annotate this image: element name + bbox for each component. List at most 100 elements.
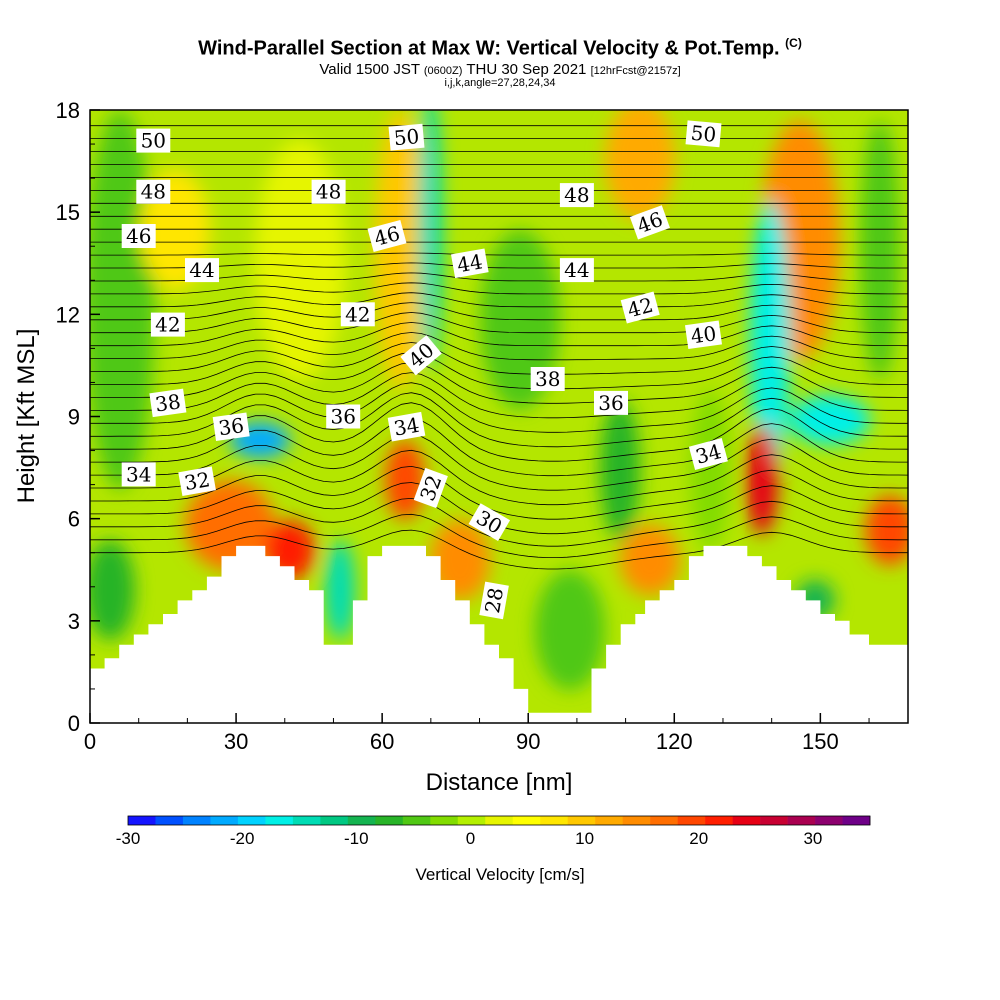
theta-contour-line [90,272,908,282]
theta-contours [90,125,908,570]
contour-label-text: 44 [455,249,484,277]
theta-contour-line [90,342,908,375]
theta-contour-line [90,449,908,506]
theta-contour-line [90,465,908,520]
contour-label: 38 [530,367,565,391]
contour-label: 44 [450,248,489,279]
chart-subtitle: Valid 1500 JST (0600Z) THU 30 Sep 2021 [… [319,61,681,78]
theta-contour-line [90,302,908,321]
colorbar-swatch [402,816,431,825]
colorbar-swatch [567,816,596,825]
colorbar-tick-label: 10 [575,829,594,848]
colorbar-swatch [265,816,294,825]
colorbar-swatch [375,816,404,825]
x-tick-label: 30 [224,729,248,754]
y-tick-label: 0 [68,711,80,736]
colorbar-swatch [595,816,623,825]
contour-label: 36 [212,412,250,441]
theta-contour-line [90,282,908,295]
terrain [90,545,908,723]
colorbar-tick-label: -20 [230,829,255,848]
contour-label: 34 [688,438,728,470]
x-axis-ticks: 0 30 60 90 120 150 [84,713,870,754]
y-tick-label: 3 [68,609,80,634]
chart-params: i,j,k,angle=27,28,24,34 [444,77,556,89]
contour-label-text: 50 [141,129,166,153]
contour-label-text: 48 [141,180,166,204]
y-tick-label: 9 [68,405,80,430]
colorbar-tick-label: -30 [116,829,141,848]
contour-label-text: 28 [480,586,508,615]
contour-label-text: 48 [564,183,589,207]
contour-label: 46 [121,224,156,248]
contour-label-text: 38 [535,367,560,391]
contour-label: 46 [367,220,407,252]
contour-label-text: 50 [393,124,420,150]
contour-label: 36 [326,404,361,429]
colorbar-swatch [485,816,514,825]
x-tick-label: 60 [370,729,394,754]
colorbar-swatch [705,816,733,825]
colorbar-swatch [540,816,568,825]
contour-label: 36 [594,390,628,415]
colorbar-swatch [347,816,376,825]
colorbar-swatch [512,816,541,825]
colorbar-swatch [237,816,266,825]
colorbar-label: Vertical Velocity [cm/s] [415,865,584,884]
colorbar-swatch [732,816,761,825]
colorbar-swatch [622,816,651,825]
y-tick-label: 6 [68,507,80,532]
y-tick-label: 18 [56,98,80,123]
contour-label-text: 36 [217,413,246,440]
theta-contour-line [90,332,908,361]
contour-label: 48 [559,183,594,208]
contour-label: 48 [136,179,171,204]
contour-label-text: 34 [392,413,421,441]
x-tick-label: 150 [802,729,839,754]
x-tick-label: 120 [656,729,693,754]
y-axis-ticks: 0 3 6 9 12 15 18 [56,98,100,736]
contour-label: 48 [311,179,346,204]
theta-contour-line [90,372,908,419]
contour-label: 34 [387,411,426,442]
contour-label: 50 [136,128,171,153]
contour-label: 42 [150,312,185,337]
contour-label-text: 46 [126,224,151,248]
colorbar-tick-label: 30 [803,829,822,848]
contour-label-text: 50 [690,121,717,147]
theta-contour-line [90,362,908,404]
colorbar: -30 -20 -10 0 10 20 30 [116,815,871,848]
contour-label: 50 [685,120,722,148]
theta-contour-line [90,252,908,256]
contour-label-text: 40 [689,321,718,348]
theta-contour-line [90,352,908,390]
contour-label-text: 38 [154,389,183,416]
x-axis-label: Distance [nm] [426,769,573,796]
colorbar-swatch [320,816,349,825]
contour-label-text: 42 [155,313,180,337]
theta-contour-line [90,529,908,570]
colorbar-swatch [677,816,706,825]
theta-contour-line [90,417,908,477]
colorbar-tick-label: 0 [466,829,475,848]
contour-label: 44 [559,258,594,283]
copyright-mark: (C) [785,36,802,50]
contour-label-text: 42 [345,302,370,326]
colorbar-swatch [210,816,239,825]
contour-label: 40 [684,320,723,350]
colorbar-swatch [430,816,459,825]
theta-contour-line [90,382,908,433]
x-tick-label: 90 [516,729,540,754]
contour-label: 44 [185,258,219,283]
contour-label-text: 34 [126,462,151,486]
contour-label: 42 [620,291,660,324]
contour-label: 38 [149,388,187,418]
colorbar-swatch [650,816,678,825]
colorbar-frame [127,815,871,826]
contour-label: 50 [388,123,425,151]
colorbar-swatch [292,816,321,825]
contour-label-text: 48 [316,180,341,204]
colorbar-swatch [760,816,788,825]
y-tick-label: 15 [56,200,80,225]
